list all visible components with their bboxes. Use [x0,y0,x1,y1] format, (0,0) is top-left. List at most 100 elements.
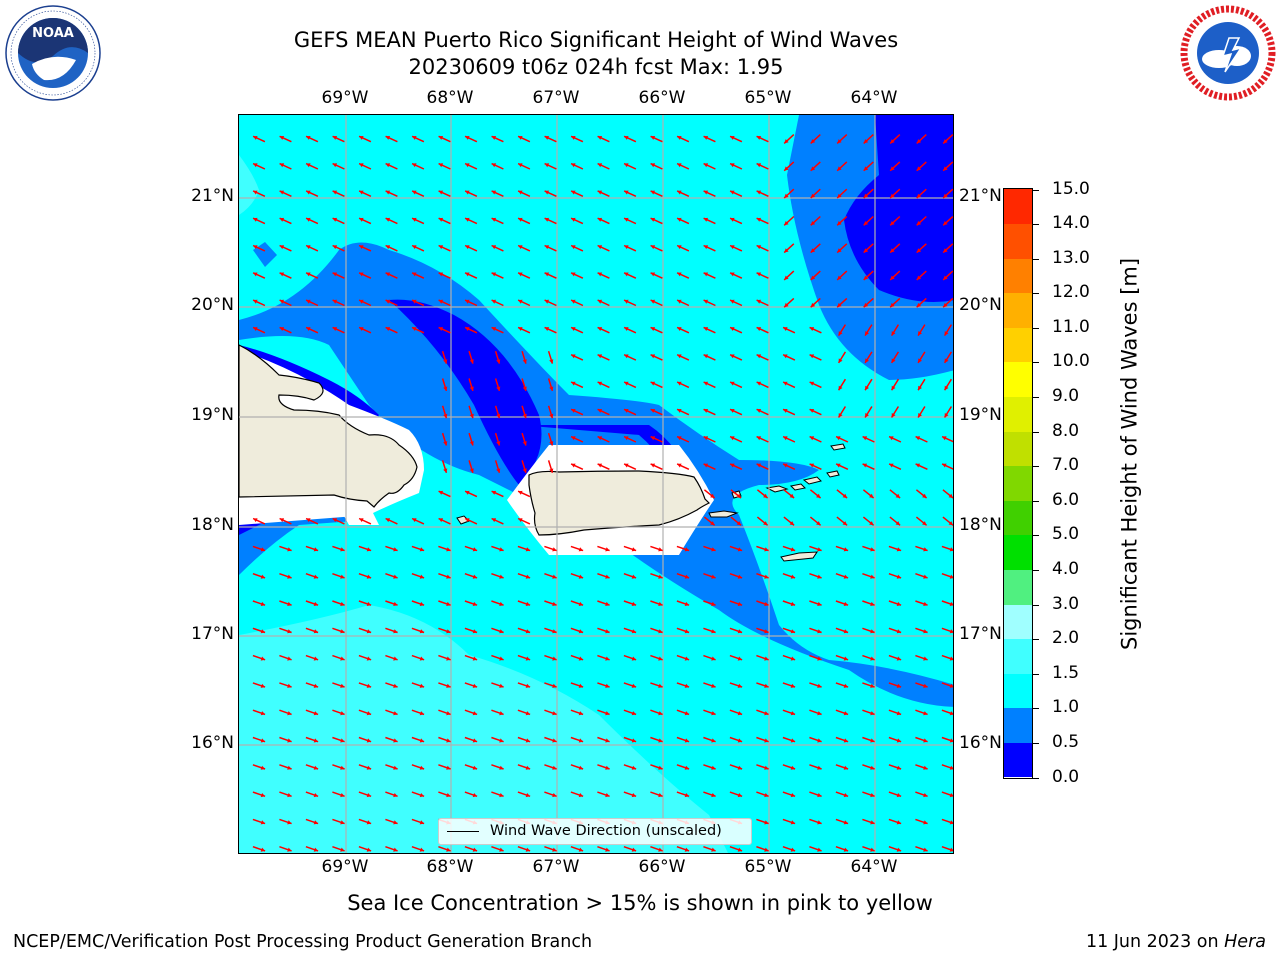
land-st-thomas [765,485,789,493]
wave-direction-arrowhead [525,574,531,579]
wave-direction-arrowhead [359,163,364,168]
wave-direction-arrowhead [366,820,372,825]
wave-direction-arrowhead [948,493,953,498]
wave-direction-arrowhead [472,793,478,798]
wave-direction-arrowhead [419,847,425,852]
wave-direction-arrowhead [838,358,843,363]
wave-direction-arrowhead [783,327,788,331]
wave-direction-arrowhead [730,163,735,168]
map-legend: Wind Wave Direction (unscaled) [438,818,752,845]
wave-direction-arrowhead [552,574,557,579]
wave-direction-arrowhead [578,547,584,552]
wave-direction-arrowhead [525,765,531,770]
colorbar-segment-1 [1004,707,1032,743]
wave-direction-arrowhead [469,386,474,391]
wave-direction-arrowhead [597,354,603,359]
wave-direction-arrowhead [730,354,735,359]
wave-direction-arrowhead [287,574,292,579]
wave-direction-arrowhead [260,711,266,716]
wave-direction-arrowhead [923,629,928,634]
wave-direction-arrowhead [896,574,902,579]
wave-direction-arrowhead [571,163,576,168]
wave-direction-arrowhead [942,463,947,468]
wave-direction-arrowhead [843,601,849,606]
wave-direction-arrowhead [518,272,523,277]
wave-direction-arrowhead [419,711,425,716]
wave-direction-arrowhead [837,248,842,253]
land-st-john [789,483,807,491]
wave-direction-arrowhead [366,793,372,798]
wave-direction-arrowhead [260,793,266,798]
wave-direction-arrowhead [756,136,762,140]
wave-direction-arrowhead [359,272,364,277]
wave-direction-arrowhead [438,327,444,331]
wave-direction-arrowhead [472,711,478,716]
wave-direction-arrowhead [605,601,610,606]
colorbar-tick-10 [1033,431,1039,433]
wave-direction-arrowhead [340,765,345,770]
wave-direction-arrowhead [578,738,584,743]
wave-direction-arrowhead [764,629,769,634]
wave-direction-arrowhead [817,738,822,743]
machine-name: Hera [1224,932,1266,952]
wave-direction-arrowhead [790,656,796,661]
wave-direction-arrowhead [443,468,448,473]
wave-direction-arrowhead [340,738,345,743]
wave-direction-arrowhead [499,656,504,661]
wave-direction-arrowhead [817,656,822,661]
date-text: 11 Jun 2023 on [1085,932,1225,952]
wave-direction-arrowhead [552,656,557,661]
wave-direction-arrowhead [677,436,682,441]
wave-direction-arrowhead [790,574,796,579]
wave-direction-arrowhead [890,166,895,171]
wave-direction-arrowhead [260,574,266,579]
wave-direction-arrowhead [260,547,266,552]
wave-direction-arrowhead [578,683,584,688]
wave-direction-arrowhead [419,820,425,825]
wave-direction-arrowhead [949,683,953,688]
wave-direction-arrowhead [918,331,922,336]
wave-direction-arrowhead [737,793,743,798]
wave-direction-arrowhead [332,136,338,140]
colorbar-segment-2 [1004,673,1032,709]
wave-direction-arrowhead [491,490,497,495]
credit-line: NCEP/EMC/Verification Post Processing Pr… [13,932,593,952]
wave-direction-arrowhead [703,409,709,413]
wave-direction-arrowhead [571,245,576,250]
wave-direction-arrowhead [923,656,928,661]
colorbar-label-7: 5.0 [1052,524,1080,545]
colorbar-segment-4 [1004,604,1032,640]
wave-direction-arrowhead [597,463,603,468]
wave-direction-arrowhead [597,436,603,441]
wave-direction-arrowhead [737,656,743,661]
wave-direction-arrowhead [918,358,922,363]
wave-direction-arrowhead [571,354,576,359]
wave-direction-arrowhead [605,547,610,552]
wave-direction-arrowhead [784,275,789,280]
wave-direction-arrowhead [895,521,901,526]
wave-direction-arrowhead [472,574,478,579]
wave-direction-arrowhead [438,163,444,168]
wave-direction-arrowhead [446,601,451,606]
wave-direction-arrowhead [711,656,716,661]
wave-direction-arrowhead [446,683,451,688]
wave-direction-arrowhead [865,413,869,418]
map-gridlines [239,115,953,853]
wave-direction-arrowhead [279,217,285,222]
wave-direction-arrowhead [279,163,285,168]
colorbar-segment-9 [1004,431,1032,467]
colorbar-label-6: 4.0 [1052,558,1080,579]
wave-direction-arrowhead [279,245,285,250]
wave-direction-arrowhead [552,629,557,634]
wave-direction-arrowhead [923,683,928,688]
wave-direction-arrowhead [843,629,849,634]
wave-direction-arrowhead [631,793,637,798]
colorbar-tick-12 [1033,362,1039,364]
wave-direction-arrowhead [756,163,762,168]
wave-direction-arrowhead [764,738,769,743]
wave-direction-arrowhead [890,139,895,144]
wave-direction-arrowhead [842,521,848,526]
wave-direction-arrowhead [784,248,789,253]
wave-direction-arrowhead [756,354,762,359]
wave-direction-arrowhead [890,275,895,280]
